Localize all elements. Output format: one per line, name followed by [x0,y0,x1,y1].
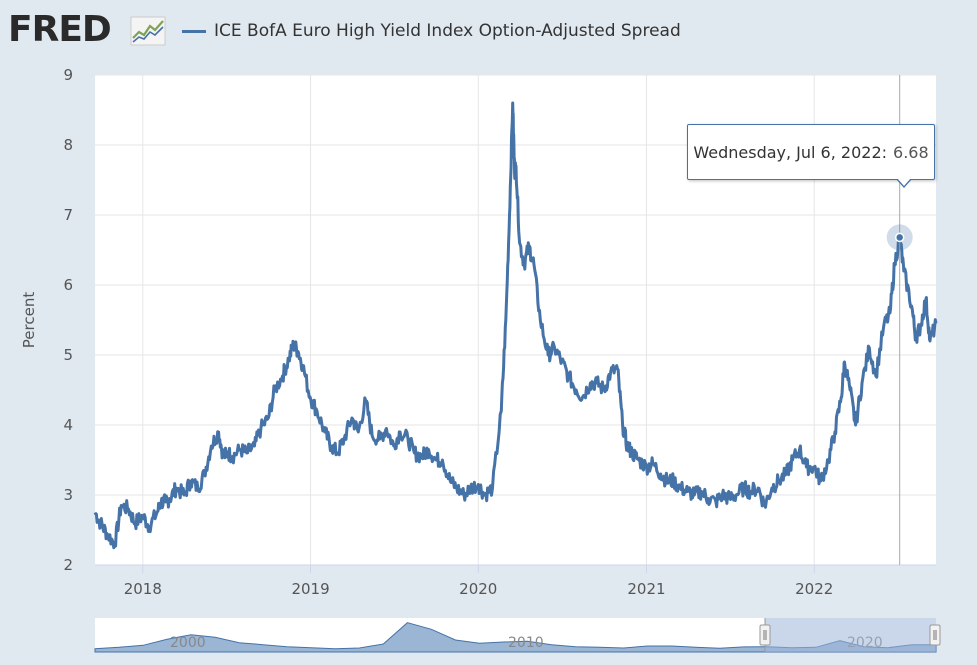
y-tick-label: 2 [63,556,73,574]
hover-point[interactable] [894,232,905,243]
x-tick-label: 2020 [459,580,497,598]
chart-trend-icon [130,16,166,46]
y-tick-label: 9 [63,66,73,84]
drag-handle-icon[interactable] [929,624,941,646]
y-axis-ticks: 2 3 4 5 6 7 8 9 [63,66,73,574]
y-tick-label: 8 [63,136,73,154]
tooltip: Wednesday, Jul 6, 2022: 6.68 [687,124,935,180]
chart-header: FRED ICE BofA Euro High Yield Index Opti… [0,0,977,62]
navigator-selection[interactable] [765,618,936,652]
y-axis-label: Percent [20,292,38,349]
fred-logo[interactable]: FRED [8,9,112,50]
drag-handle-icon[interactable] [759,624,771,646]
chart-legend[interactable]: ICE BofA Euro High Yield Index Option-Ad… [182,18,681,44]
x-tick-label: 2018 [124,580,162,598]
x-tick-label: 2021 [627,580,665,598]
series-line[interactable] [93,101,938,550]
x-tick-label: 2019 [291,580,329,598]
navigator-year-label: 2010 [508,635,544,651]
gridlines [95,74,936,566]
y-tick-label: 7 [63,206,73,224]
series-group [93,101,938,550]
legend-swatch [182,29,206,33]
y-tick-label: 5 [63,346,73,364]
legend-label: ICE BofA Euro High Yield Index Option-Ad… [214,21,681,41]
x-tick-label: 2022 [795,580,833,598]
x-axis-ticks: 2018 2019 2020 2021 2022 [95,564,936,598]
navigator[interactable]: 200020102020 [94,618,941,653]
y-tick-label: 3 [63,486,73,504]
tooltip-pointer-fill [897,178,911,186]
tooltip-value: 6.68 [893,142,929,162]
navigator-year-label: 2000 [170,635,206,651]
tooltip-date: Wednesday, Jul 6, 2022: [693,142,888,162]
y-tick-label: 6 [63,276,73,294]
y-tick-label: 4 [63,416,73,434]
